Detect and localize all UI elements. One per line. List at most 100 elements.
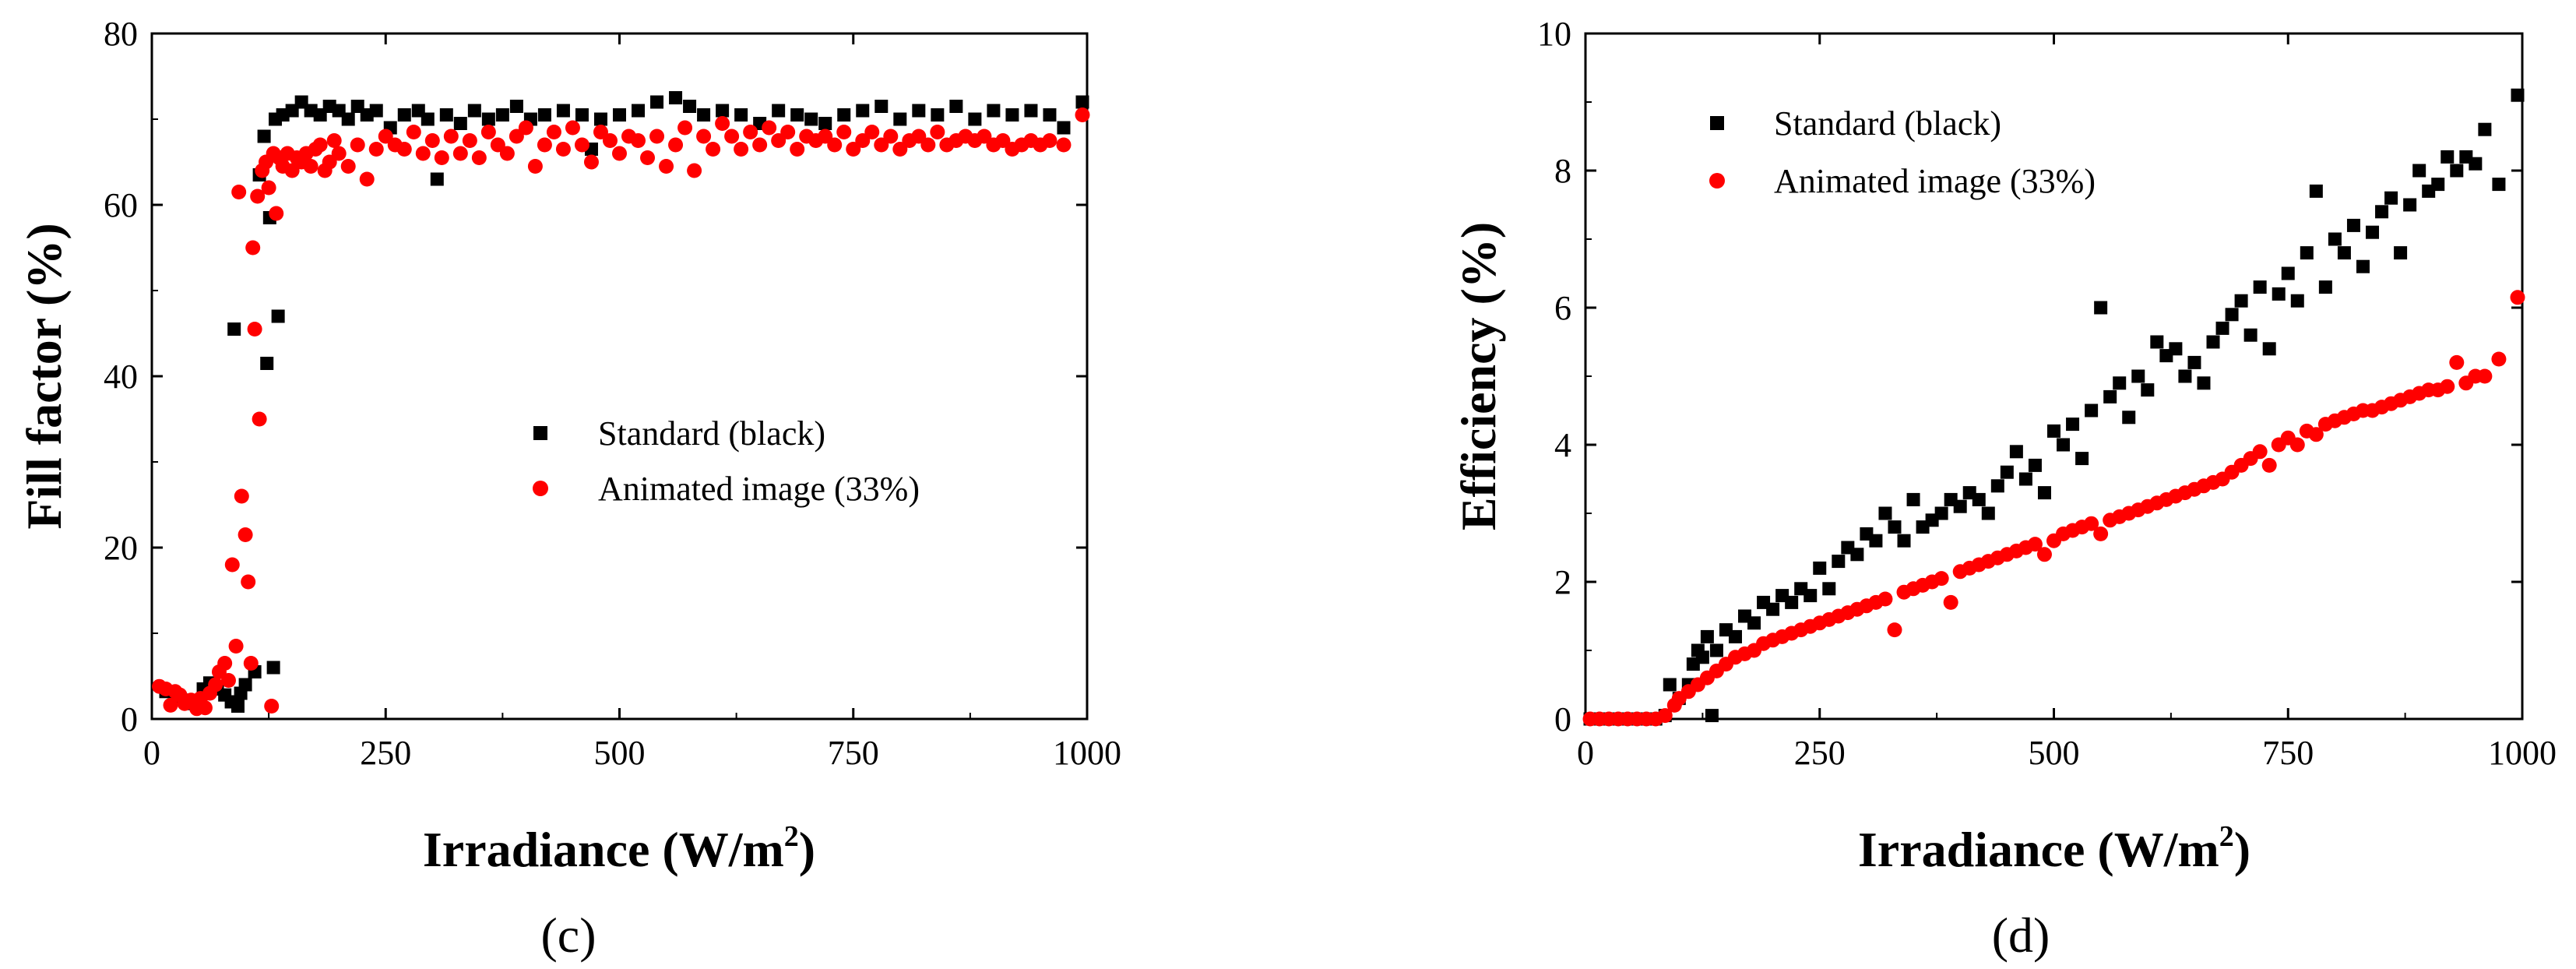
data-point-square [987,104,1001,118]
data-point-square [575,108,589,122]
data-point-square [593,112,607,126]
data-point-circle [2440,379,2455,394]
data-point-square [2215,321,2229,335]
data-point-square [2478,122,2492,136]
data-point-square [697,108,711,122]
data-point-square [2309,184,2323,198]
x-tick-label: 250 [360,734,411,772]
x-axis-title-superscript: 2 [2219,820,2234,853]
data-point-circle [462,133,477,148]
data-point-circle [696,129,712,144]
x-axis-title-superscript: 2 [784,820,799,853]
y-tick-label: 80 [104,15,138,53]
data-point-square [2337,246,2351,260]
data-point-square [2318,280,2332,294]
data-point-circle [612,146,627,161]
data-point-square [537,108,551,122]
data-point-square [2122,411,2136,425]
data-point-square [1869,534,1883,548]
x-tick-label: 1000 [2488,734,2557,772]
data-point-square [2300,246,2314,260]
data-point-circle [241,574,256,590]
data-point-square [818,117,832,130]
data-point-square [2290,294,2304,308]
legend-marker-square [533,426,547,440]
data-point-square [509,100,523,113]
data-point-circle [574,137,589,153]
data-point-square [2009,445,2023,459]
x-tick-label: 750 [2262,734,2314,772]
data-point-circle [2510,290,2525,305]
plot-frame [150,32,1089,721]
data-point-circle [231,185,247,199]
data-point-square [266,661,280,675]
data-point-circle [245,240,261,255]
data-point-square [1953,499,1967,513]
data-point-circle [284,163,300,178]
data-point-square [421,112,435,126]
data-point-circle [874,137,889,153]
data-point-square [467,104,481,118]
data-point-square [1972,492,1986,506]
data-point-square [453,117,467,130]
data-point-circle [250,189,266,204]
legend: Standard (black) Animated image (33%) [533,414,920,508]
data-point-circle [518,120,533,136]
data-point-circle [1877,591,1893,607]
x-tick-label: 0 [1577,734,1594,772]
data-point-square [2366,225,2380,239]
x-axis-title-main: Irradiance (W/m [423,822,784,877]
data-point-square [1822,582,1836,596]
data-point-square [632,104,646,118]
data-point-circle [1943,594,1958,610]
data-point-square [683,100,697,113]
data-point-square [1024,104,1038,118]
legend: Standard (black) Animated image (33%) [1709,104,2096,200]
data-point-square [231,699,245,713]
data-point-circle [331,146,347,161]
data-point-square [2037,486,2051,500]
data-point-circle [846,142,861,157]
data-point-circle [995,133,1011,148]
data-point-circle [197,700,213,716]
data-point-square [2262,342,2276,356]
data-point-square [2253,280,2267,294]
data-point-square [341,112,355,126]
y-tick-label: 2 [1554,563,1571,601]
data-point-circle [790,142,805,157]
data-point-square [271,309,285,323]
data-point-square [772,104,786,118]
data-point-circle [1887,622,1902,638]
data-point-square [227,322,241,336]
data-point-circle [247,322,262,337]
data-point-square [2047,424,2060,438]
data-point-circle [243,656,259,671]
data-point-circle [602,133,618,148]
y-tick-label: 6 [1554,289,1571,327]
data-point-circle [509,129,524,144]
data-point-circle [303,159,318,174]
data-point-square [1832,555,1846,569]
data-point-circle [238,527,253,542]
data-point-circle [977,129,992,144]
data-point-square [2169,342,2183,356]
data-point-square [1043,108,1057,122]
data-point-square [2441,150,2455,164]
data-point-square [1804,589,1818,603]
data-point-square [2412,164,2426,178]
data-point-circle [2308,427,2324,442]
data-point-square [1075,95,1089,109]
data-point-circle [1056,137,1072,153]
data-point-square [1981,506,1995,520]
data-point-circle [527,159,543,174]
data-point-circle [920,137,936,153]
data-point-circle [452,146,468,161]
data-point-circle [583,154,599,170]
data-point-circle [359,171,375,187]
data-point-square [369,104,383,118]
data-point-square [2356,259,2370,273]
data-point-circle [1934,571,1949,587]
data-point-circle [743,125,758,139]
data-point-circle [659,159,674,174]
series-animated [1582,290,2525,727]
